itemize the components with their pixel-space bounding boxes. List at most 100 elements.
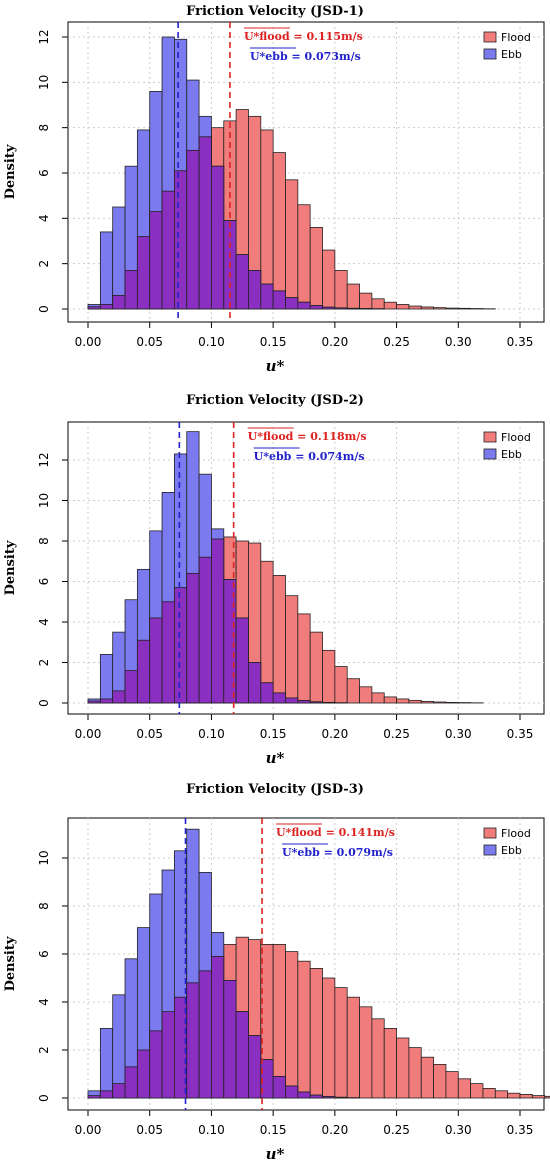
overlap-bar bbox=[198, 136, 212, 310]
x-axis: 0.00 0.05 0.10 0.15 0.20 0.25 0.30 0.35 bbox=[75, 1110, 534, 1137]
flood-series-bar bbox=[457, 1078, 472, 1099]
x-tick-label: 0.35 bbox=[507, 335, 534, 349]
ebb-mean-label: U*ebb = 0.073m/s bbox=[250, 50, 361, 63]
overlap-bar bbox=[309, 1094, 323, 1099]
x-tick-label: 0.35 bbox=[507, 1123, 534, 1137]
overlap-bar bbox=[136, 1049, 151, 1099]
flood-mean-label: U*flood = 0.141m/s bbox=[276, 826, 395, 839]
flood-series-bar bbox=[433, 701, 447, 704]
overlap-bar bbox=[149, 617, 163, 704]
flood-series-bar bbox=[359, 1006, 373, 1099]
flood-mean-label: U*flood = 0.118m/s bbox=[248, 430, 367, 443]
overlap-series bbox=[87, 538, 348, 704]
flood-series-bar bbox=[408, 1047, 422, 1099]
overlap-bar bbox=[87, 306, 101, 310]
y-tick-label: 6 bbox=[37, 169, 51, 177]
x-tick-label: 0.10 bbox=[198, 1123, 225, 1137]
flood-series-bar bbox=[346, 678, 360, 704]
x-axis: 0.00 0.05 0.10 0.15 0.20 0.25 0.30 0.35 bbox=[75, 322, 534, 349]
x-tick-label: 0.20 bbox=[321, 727, 348, 741]
x-tick-label: 0.15 bbox=[260, 727, 287, 741]
y-tick-label: 0 bbox=[37, 305, 51, 313]
x-tick-label: 0.00 bbox=[75, 1123, 102, 1137]
overlap-bar bbox=[149, 1030, 163, 1099]
y-tick-label: 2 bbox=[37, 1046, 51, 1054]
flood-series-bar bbox=[396, 1037, 410, 1099]
flood-series-bar bbox=[396, 698, 410, 704]
chart-panel-jsd-1: Friction Velocity (JSD-1) U*flood = 0.115… bbox=[0, 0, 550, 389]
x-axis-label: u* bbox=[266, 749, 285, 767]
ebb-legend-label: Ebb bbox=[501, 844, 522, 857]
x-tick-label: 0.10 bbox=[198, 335, 225, 349]
plot-frame bbox=[67, 21, 545, 323]
overlap-bar bbox=[161, 601, 175, 704]
flood-series-bar bbox=[309, 967, 323, 1099]
flood-legend-swatch bbox=[483, 431, 497, 443]
overlap-bar bbox=[272, 1075, 286, 1099]
y-axis: 0 2 4 6 8 10 12 bbox=[37, 452, 68, 707]
overlap-bar bbox=[309, 305, 323, 310]
flood-series-bar bbox=[285, 595, 299, 704]
flood-series-bar bbox=[383, 301, 397, 310]
overlap-bar bbox=[297, 700, 311, 704]
overlap-bar bbox=[285, 697, 299, 704]
flood-series-bar bbox=[408, 699, 422, 704]
y-tick-label: 2 bbox=[37, 260, 51, 268]
x-tick-label: 0.00 bbox=[75, 727, 102, 741]
ebb-series-bar bbox=[112, 206, 126, 310]
y-tick-label: 4 bbox=[37, 618, 51, 626]
flood-series-bar bbox=[322, 649, 336, 704]
x-tick-label: 0.20 bbox=[321, 1123, 348, 1137]
y-tick-label: 2 bbox=[37, 659, 51, 667]
flood-series-bar bbox=[272, 152, 286, 310]
flood-series-bar bbox=[359, 292, 373, 310]
overlap-bar bbox=[112, 294, 126, 310]
flood-legend-label: Flood bbox=[501, 31, 531, 44]
overlap-bar bbox=[136, 639, 151, 704]
overlap-bar bbox=[87, 1095, 101, 1099]
overlap-bar bbox=[99, 698, 114, 704]
x-tick-label: 0.05 bbox=[136, 335, 163, 349]
flood-series-bar bbox=[420, 1056, 434, 1099]
histogram-chart-jsd-3: Friction Velocity (JSD-3) U*flood = 0.141… bbox=[3, 782, 550, 1163]
histogram-chart-jsd-2: Friction Velocity (JSD-2) U*flood = 0.118… bbox=[3, 393, 545, 767]
x-tick-label: 0.15 bbox=[260, 335, 287, 349]
ebb-legend-swatch bbox=[483, 48, 497, 60]
overlap-bar bbox=[235, 1011, 249, 1099]
flood-series-bar bbox=[470, 1083, 484, 1099]
overlap-bar bbox=[149, 211, 163, 310]
overlap-bar bbox=[285, 1085, 299, 1099]
flood-legend-swatch bbox=[483, 31, 497, 43]
overlap-bar bbox=[198, 556, 212, 704]
legend: Flood Ebb bbox=[483, 827, 531, 857]
overlap-bar bbox=[248, 662, 262, 704]
ebb-series-bar bbox=[99, 231, 114, 310]
ebb-legend-label: Ebb bbox=[501, 48, 522, 61]
flood-series-bar bbox=[297, 204, 311, 310]
overlap-bar bbox=[248, 1035, 262, 1099]
flood-series-bar bbox=[383, 696, 397, 704]
y-tick-label: 10 bbox=[37, 850, 51, 865]
flood-series-bar bbox=[420, 306, 434, 310]
overlap-bar bbox=[87, 700, 101, 704]
flood-series-bar bbox=[507, 1092, 521, 1099]
overlap-bar bbox=[161, 1011, 175, 1099]
overlap-bar bbox=[272, 290, 286, 310]
overlap-bar bbox=[99, 1090, 114, 1099]
overlap-bar bbox=[186, 982, 200, 1099]
ebb-mean-label: U*ebb = 0.079m/s bbox=[282, 846, 393, 859]
overlap-bar bbox=[124, 270, 138, 310]
flood-series-bar bbox=[445, 307, 459, 310]
y-tick-label: 8 bbox=[37, 124, 51, 132]
flood-series-bar bbox=[334, 987, 348, 1099]
ebb-series-bar bbox=[99, 1027, 114, 1099]
overlap-bar bbox=[297, 301, 311, 310]
y-axis-label: Density bbox=[3, 936, 18, 991]
overlap-bar bbox=[260, 682, 274, 704]
flood-series-bar bbox=[346, 996, 360, 1099]
x-tick-label: 0.15 bbox=[260, 1123, 287, 1137]
overlap-bar bbox=[112, 690, 126, 704]
overlap-bar bbox=[235, 254, 249, 310]
overlap-bar bbox=[211, 538, 225, 704]
flood-series-bar bbox=[272, 575, 286, 704]
